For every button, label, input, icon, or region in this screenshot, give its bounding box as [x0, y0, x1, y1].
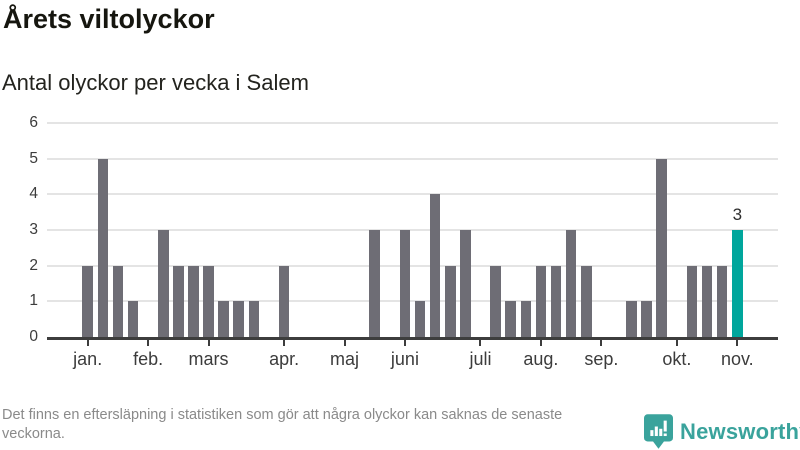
gridline — [47, 300, 778, 303]
gridline — [47, 157, 778, 160]
bar — [157, 230, 169, 337]
x-tick-label: juli — [469, 349, 492, 369]
newsworthy-logo: Newsworthy — [644, 413, 800, 450]
x-axis-tick — [147, 340, 150, 346]
bar — [580, 265, 592, 337]
bar — [505, 301, 516, 337]
bar — [173, 265, 184, 337]
x-tick-label: nov. — [720, 349, 754, 369]
x-axis-tick — [736, 340, 739, 346]
y-tick-label: 2 — [29, 256, 38, 274]
bar — [414, 301, 426, 337]
x-tick-label: sep. — [584, 349, 619, 369]
bar — [565, 230, 577, 337]
bar — [520, 301, 532, 337]
newsworthy-brand-text: Newsworthy — [680, 418, 800, 444]
x-axis-tick — [539, 340, 542, 346]
y-tick-label: 6 — [29, 114, 38, 131]
y-tick-label: 4 — [29, 185, 38, 203]
bar — [203, 265, 214, 337]
bar — [626, 301, 637, 337]
bar — [716, 265, 728, 337]
bar — [97, 158, 109, 337]
bar — [82, 265, 93, 337]
bar — [490, 265, 501, 337]
y-tick-label: 5 — [29, 149, 38, 167]
bar — [535, 265, 547, 337]
bar — [233, 301, 245, 337]
x-axis-tick — [403, 340, 406, 346]
bar — [112, 265, 124, 337]
x-tick-label: maj — [330, 349, 360, 369]
y-tick-label: 0 — [29, 328, 38, 345]
x-axis-tick — [283, 340, 286, 346]
x-tick-label: jan. — [73, 349, 103, 369]
bar — [641, 301, 652, 337]
bar — [127, 301, 139, 337]
x-tick-label: juni — [390, 349, 419, 369]
bar — [278, 265, 290, 337]
bar — [656, 158, 668, 337]
x-tick-label: okt. — [662, 349, 692, 369]
y-tick-label: 3 — [29, 221, 38, 238]
gridline — [47, 229, 778, 231]
x-tick-label: feb. — [133, 349, 164, 369]
x-tick-label: aug. — [523, 349, 559, 369]
bar — [429, 194, 441, 337]
gridline — [47, 122, 778, 124]
page-title: Årets viltolyckor — [3, 4, 215, 34]
x-tick-label: apr. — [269, 349, 300, 369]
bar — [686, 265, 698, 337]
bar — [550, 265, 562, 337]
bar — [218, 301, 229, 337]
x-axis-tick — [86, 340, 89, 346]
bar — [369, 230, 381, 337]
weekly-accidents-bar-chart: 0 1 2 3 4 5 6 jan. feb. mars apr. maj juni juli aug. se… — [29, 114, 778, 369]
footer-note: Det finns en eftersläpning i statistiken… — [2, 407, 563, 442]
gridline — [47, 264, 778, 267]
x-axis-tick — [343, 340, 346, 346]
bar — [399, 230, 411, 337]
y-tick-label: 1 — [29, 292, 38, 310]
x-axis-tick — [600, 340, 603, 346]
bar — [188, 265, 199, 337]
highlight-bar — [732, 230, 743, 337]
bar — [701, 265, 713, 337]
bar — [248, 301, 260, 337]
x-tick-label: mars — [188, 349, 229, 369]
x-axis-tick — [207, 340, 210, 346]
highlight-value-label: 3 — [732, 205, 743, 224]
x-axis-tick — [479, 340, 482, 346]
bar — [460, 230, 471, 337]
bar — [444, 265, 456, 337]
newsworthy-chart-bubble-icon — [644, 413, 673, 450]
gridline — [47, 193, 778, 196]
x-axis-line — [47, 337, 778, 340]
x-axis-tick — [675, 340, 678, 346]
page-subtitle: Antal olyckor per vecka i Salem — [2, 70, 309, 95]
